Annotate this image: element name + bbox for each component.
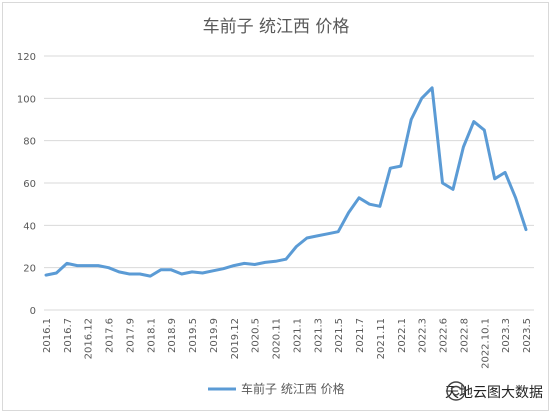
legend-label: 车前子 统江西 价格 — [241, 381, 345, 396]
y-tick-label: 40 — [23, 221, 36, 232]
data-point — [514, 196, 517, 199]
x-tick-label: 2022.10.1 — [480, 318, 491, 369]
data-point — [472, 120, 475, 123]
y-tick-label: 20 — [23, 264, 36, 275]
data-point — [525, 228, 527, 231]
data-point — [264, 261, 267, 264]
data-point — [76, 264, 79, 267]
data-point — [191, 270, 194, 273]
x-tick-label: 2021.5 — [334, 318, 345, 353]
data-point — [253, 263, 256, 266]
data-point — [337, 230, 340, 233]
data-point — [295, 245, 298, 248]
x-tick-label: 2019.12 — [230, 318, 241, 359]
data-point — [107, 266, 110, 269]
data-point — [170, 268, 173, 271]
y-tick-label: 120 — [17, 52, 36, 63]
wechat-official-account-icon — [446, 381, 466, 401]
data-point — [420, 97, 423, 100]
x-tick-label: 2023.5 — [522, 318, 533, 353]
y-tick-label: 100 — [17, 94, 36, 105]
x-tick-label: 2020.11 — [272, 318, 283, 359]
data-point — [462, 146, 465, 149]
data-point — [232, 264, 235, 267]
data-point — [399, 165, 402, 168]
data-point — [451, 188, 454, 191]
data-point — [285, 258, 287, 261]
x-tick-label: 2022.8 — [459, 318, 470, 353]
data-point — [358, 196, 361, 199]
data-point — [441, 182, 444, 184]
data-point — [431, 86, 434, 89]
data-point — [347, 211, 350, 214]
data-point — [211, 269, 214, 272]
x-tick-label: 2017.6 — [105, 318, 116, 353]
x-tick-label: 2018.9 — [167, 318, 178, 353]
data-point — [180, 273, 183, 276]
x-tick-label: 2022.3 — [418, 318, 429, 353]
data-point — [159, 268, 162, 271]
series-line — [44, 86, 528, 278]
watermark-text: 天地云图大数据 — [445, 385, 543, 401]
x-tick-label: 2016.7 — [63, 318, 74, 353]
gridlines — [44, 55, 534, 311]
x-tick-label: 2022.1 — [397, 318, 408, 353]
data-point — [410, 118, 413, 121]
data-point — [493, 177, 496, 180]
x-tick-label: 2016.1 — [42, 318, 53, 353]
data-point — [316, 234, 319, 237]
x-tick-label: 2016.12 — [84, 318, 95, 359]
data-point — [97, 264, 100, 267]
data-point — [222, 267, 225, 270]
y-tick-label: 80 — [23, 137, 36, 148]
x-tick-label: 2020.5 — [251, 318, 262, 353]
data-point — [274, 260, 277, 263]
data-point — [243, 262, 246, 265]
y-tick-label: 60 — [23, 179, 36, 190]
x-tick-label: 2019.5 — [188, 318, 199, 353]
x-tick-label: 2018.1 — [146, 318, 157, 353]
x-tick-label: 2023.3 — [501, 318, 512, 353]
series-group — [44, 86, 528, 278]
data-point — [326, 232, 329, 235]
x-tick-label: 2017.9 — [125, 318, 136, 353]
data-point — [138, 273, 141, 276]
x-tick-label: 2022.6 — [439, 318, 450, 353]
data-point — [504, 171, 507, 174]
data-point — [86, 264, 89, 267]
data-point — [65, 262, 68, 265]
data-point — [149, 275, 152, 278]
chart-title: 车前子 统江西 价格 — [203, 17, 350, 37]
data-point — [201, 271, 204, 274]
watermark: 天地云图大数据 — [445, 380, 543, 404]
data-point — [305, 237, 308, 240]
data-point — [389, 167, 392, 170]
x-tick-label: 2021.3 — [313, 318, 324, 353]
y-tick-label: 0 — [30, 306, 36, 317]
data-point — [368, 203, 371, 206]
data-point — [128, 273, 131, 276]
data-point — [378, 205, 381, 208]
legend: 车前子 统江西 价格 — [208, 381, 345, 396]
x-tick-label: 2021.1 — [292, 318, 303, 353]
y-axis-ticks: 0 20 40 60 80 100 120 — [17, 52, 36, 317]
data-point — [55, 271, 58, 274]
x-tick-label: 2021.11 — [376, 318, 387, 359]
x-axis-ticks: 2016.1 2016.7 2016.12 2017.6 2017.9 2018.1 201… — [42, 318, 533, 369]
data-point — [118, 270, 121, 273]
data-point — [45, 274, 47, 277]
x-tick-label: 2021.7 — [355, 318, 366, 353]
x-tick-label: 2019.9 — [209, 318, 220, 353]
chart-frame — [2, 2, 549, 411]
data-point — [483, 129, 486, 132]
